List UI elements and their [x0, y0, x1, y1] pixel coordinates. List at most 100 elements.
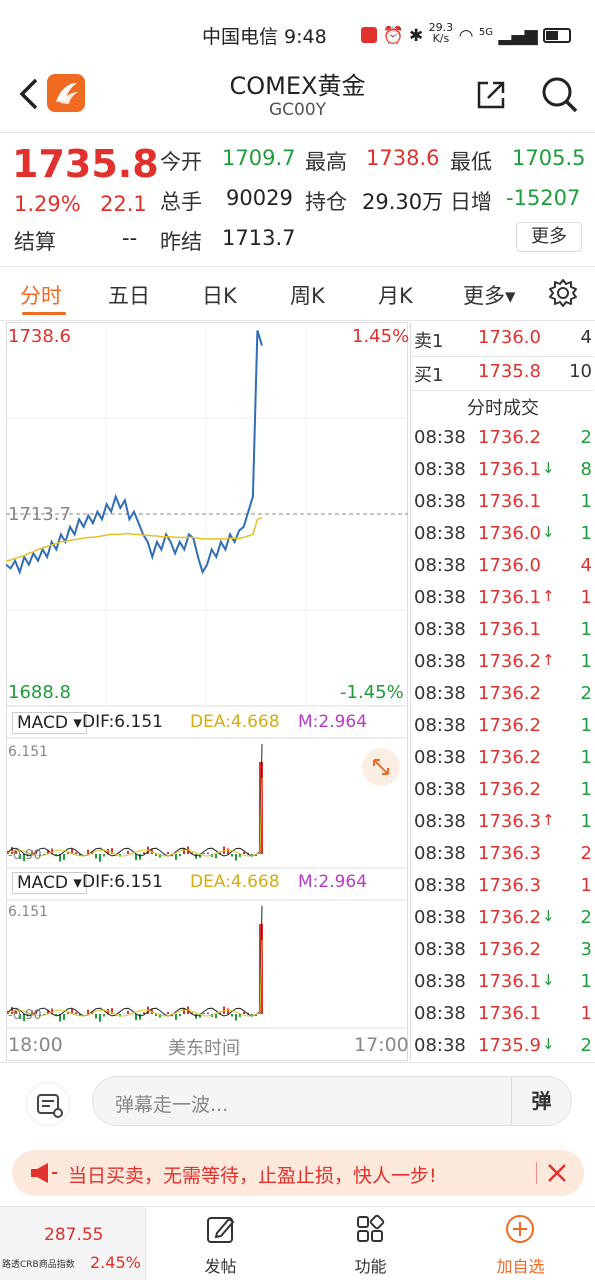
settings-button[interactable] [548, 278, 578, 312]
trade-price: 1736.1 [478, 587, 541, 608]
pct-max-label: 1.45% [352, 326, 410, 347]
trade-row: 08:38 1736.0 4 [412, 550, 594, 582]
tab-weekly-k[interactable]: 周K [290, 284, 325, 308]
trade-arrow: ↑ [542, 587, 555, 605]
tab-monthly-k[interactable]: 月K [378, 284, 413, 308]
search-button[interactable] [539, 74, 579, 114]
macd-top-2: 6.151 [8, 904, 49, 920]
trade-qty: 4 [580, 555, 592, 576]
back-button[interactable] [12, 74, 46, 114]
index-ticker[interactable]: 287.55 路透CRB商品指数 2.45% [0, 1207, 145, 1280]
trade-price: 1736.2 [478, 715, 541, 736]
trade-price: 1736.2 [478, 651, 541, 672]
header-divider [0, 132, 595, 133]
danmu-toggle-button[interactable]: 弹 [511, 1077, 571, 1125]
intraday-chart[interactable] [6, 322, 408, 1062]
trade-row: 08:38 1736.3 2 [412, 838, 594, 870]
trade-time: 08:38 [414, 555, 466, 576]
nav-add-watchlist[interactable]: 加自选 [448, 1207, 593, 1280]
macd-selector-1[interactable]: MACD ▾ [12, 712, 87, 734]
bluetooth-icon: ✱ [409, 26, 424, 46]
trade-row: 08:38 1735.9 ↓ 2 [412, 1030, 594, 1062]
trade-price: 1736.2 [478, 907, 541, 928]
chart-tabs: 分时 五日 日K 周K 月K 更多▾ [0, 268, 595, 320]
pct-min-label: -1.45% [340, 682, 404, 703]
macd-bottom-1: -0.90 [8, 848, 42, 863]
trade-price: 1736.2 [478, 683, 541, 704]
trade-price: 1736.1 [478, 619, 541, 640]
status-icons: ⏰ ✱ 29.3 K/s ◠ 5G ▂▄▆ [361, 22, 571, 46]
chat-settings-icon [37, 1094, 63, 1118]
trade-qty: 3 [580, 939, 592, 960]
index-name: 路透CRB商品指数 [2, 1260, 75, 1270]
trade-row: 08:38 1736.2 3 [412, 934, 594, 966]
trade-row: 08:38 1736.1 ↓ 1 [412, 966, 594, 998]
tab-intraday[interactable]: 分时 [20, 284, 62, 308]
close-icon[interactable] [546, 1162, 568, 1184]
share-button[interactable] [474, 78, 508, 112]
index-pct: 2.45% [90, 1253, 141, 1272]
chevron-left-icon [19, 78, 38, 110]
trade-row: 08:38 1736.2 2 [412, 422, 594, 454]
prev-settle-value: 1713.7 [222, 226, 296, 250]
megaphone-icon [31, 1163, 57, 1183]
trade-row: 08:38 1736.2 ↑ 1 [412, 646, 594, 678]
net-speed: 29.3 K/s [428, 21, 454, 45]
x-start-label: 18:00 [8, 1034, 63, 1056]
prev-settle-label: 昨结 [160, 230, 202, 254]
trade-time: 08:38 [414, 491, 466, 512]
trade-arrow: ↓ [542, 459, 555, 477]
macd-bottom-2: -0.90 [8, 1008, 42, 1023]
expand-button[interactable] [362, 748, 400, 786]
macd-dea-2: DEA:4.668 [190, 872, 280, 892]
danmu-bar: 弹幕走一波... 弹 [0, 1070, 595, 1136]
danmu-input[interactable]: 弹幕走一波... 弹 [92, 1076, 572, 1126]
trade-row: 08:38 1736.1 ↑ 1 [412, 582, 594, 614]
trade-price: 1736.0 [478, 523, 541, 544]
promo-divider [536, 1162, 537, 1184]
trade-arrow: ↓ [542, 1035, 555, 1053]
chart-bottom-divider [0, 1062, 595, 1063]
tab-more[interactable]: 更多▾ [463, 284, 516, 308]
macd-m-1: M:2.964 [298, 712, 368, 732]
macd-dif-line [7, 743, 263, 857]
trade-time: 08:38 [414, 971, 466, 992]
ref-price-label: 1713.7 [8, 504, 71, 525]
trade-time: 08:38 [414, 907, 466, 928]
gear-icon [549, 279, 577, 307]
macd-selector-2[interactable]: MACD ▾ [12, 872, 87, 894]
expand-icon [373, 759, 389, 775]
tab-five-day[interactable]: 五日 [108, 284, 150, 308]
trade-qty: 1 [580, 779, 592, 800]
trade-arrow: ↑ [542, 811, 555, 829]
nav-function[interactable]: 功能 [298, 1207, 443, 1280]
signal-icon: ▂▄▆ [498, 26, 538, 46]
wifi-icon: ◠ [458, 26, 474, 46]
trade-price: 1736.3 [478, 843, 541, 864]
tab-daily-k[interactable]: 日K [202, 284, 237, 308]
volume-value: 90029 [226, 186, 293, 210]
low-value: 1705.5 [512, 146, 586, 170]
trade-qty: 8 [580, 459, 592, 480]
more-quote-button[interactable]: 更多 [516, 222, 582, 252]
trade-arrow: ↓ [542, 523, 555, 541]
macd-panel-1 [7, 743, 263, 862]
nav-post[interactable]: 发帖 [148, 1207, 293, 1280]
trade-arrow: ↓ [542, 907, 555, 925]
macd-dif-1: DIF:6.151 [82, 712, 163, 732]
danmu-list-button[interactable] [26, 1082, 70, 1126]
ob-divider-2 [412, 390, 594, 391]
promo-banner[interactable]: 当日买卖，无需等待，止盈止损，快人一步! [12, 1150, 584, 1196]
trades-title: 分时成交 [467, 398, 539, 419]
quote-divider [0, 266, 595, 267]
trade-qty: 2 [580, 427, 592, 448]
trade-price: 1736.3 [478, 811, 541, 832]
nav-watchlist-label: 加自选 [496, 1257, 545, 1276]
danmu-placeholder: 弹幕走一波... [115, 1094, 229, 1116]
trade-price: 1736.1 [478, 971, 541, 992]
header: COMEX黄金 GC00Y [0, 56, 595, 132]
trade-time: 08:38 [414, 811, 466, 832]
trade-time: 08:38 [414, 779, 466, 800]
low-label: 最低 [450, 150, 492, 174]
high-value: 1738.6 [366, 146, 440, 170]
